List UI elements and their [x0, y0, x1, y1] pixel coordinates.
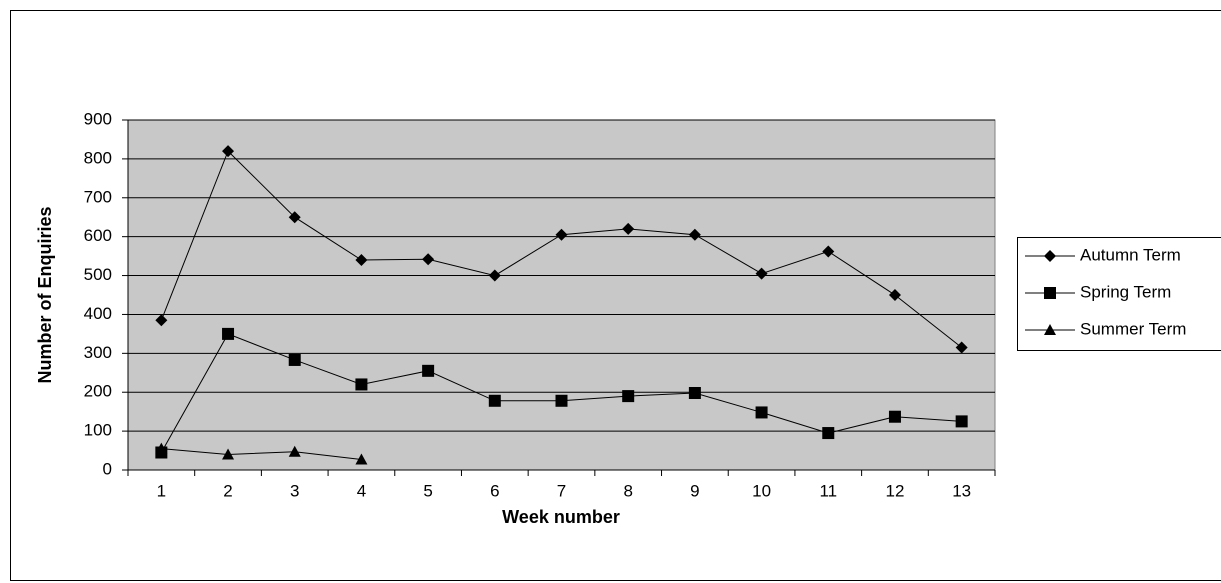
legend-label: Autumn Term	[1080, 245, 1181, 264]
y-tick-label: 900	[84, 109, 112, 128]
x-tick-label: 2	[223, 481, 232, 500]
marker-square	[488, 394, 501, 407]
plot-area	[127, 119, 996, 471]
marker-diamond	[155, 314, 168, 327]
y-tick-label: 400	[84, 304, 112, 323]
y-tick-label: 800	[84, 148, 112, 167]
x-tick-label: 4	[357, 481, 366, 500]
x-tick-label: 8	[623, 481, 632, 500]
marker-square	[755, 406, 768, 419]
y-tick-label: 300	[84, 343, 112, 362]
legend-label: Summer Term	[1080, 319, 1186, 338]
x-tick-label: 7	[557, 481, 566, 500]
marker-square	[822, 427, 835, 440]
marker-diamond	[288, 211, 301, 224]
legend-label: Spring Term	[1080, 282, 1171, 301]
x-tick-label: 5	[423, 481, 432, 500]
marker-diamond	[1044, 250, 1056, 262]
marker-diamond	[822, 245, 835, 258]
marker-square	[422, 364, 435, 377]
y-tick-label: 500	[84, 265, 112, 284]
y-tick-label: 200	[84, 382, 112, 401]
marker-square	[888, 410, 901, 423]
marker-square	[688, 387, 701, 399]
marker-triangle	[155, 442, 168, 454]
x-tick-label: 9	[690, 481, 699, 500]
x-axis-title: Week number	[502, 507, 620, 527]
marker-triangle	[222, 448, 235, 460]
marker-diamond	[622, 222, 635, 235]
x-tick-label: 10	[752, 481, 771, 500]
marker-diamond	[888, 289, 901, 301]
y-axis-title: Number of Enquiries	[35, 206, 55, 383]
x-tick-label: 6	[490, 481, 499, 500]
x-tick-label: 1	[157, 481, 166, 500]
marker-square	[288, 353, 301, 366]
marker-diamond	[488, 269, 501, 282]
y-tick-label: 0	[103, 459, 112, 478]
marker-square	[955, 415, 968, 428]
marker-diamond	[222, 145, 235, 158]
marker-diamond	[355, 254, 368, 266]
marker-square	[1044, 287, 1056, 299]
x-tick-label: 11	[819, 481, 837, 500]
marker-square	[222, 327, 235, 340]
marker-diamond	[955, 341, 968, 354]
marker-triangle	[1044, 324, 1056, 335]
marker-square	[355, 378, 368, 391]
marker-square	[555, 394, 568, 407]
y-tick-label: 100	[84, 421, 112, 440]
marker-triangle	[355, 453, 368, 465]
marker-square	[622, 390, 635, 403]
x-tick-label: 13	[952, 481, 971, 500]
marker-triangle	[288, 445, 301, 457]
marker-diamond	[688, 228, 701, 241]
marker-diamond	[755, 267, 768, 280]
x-tick-label: 3	[290, 481, 299, 500]
x-tick-label: 12	[886, 481, 905, 500]
marker-diamond	[422, 253, 435, 266]
y-tick-label: 600	[84, 226, 112, 245]
marker-diamond	[555, 228, 568, 241]
y-tick-label: 700	[84, 187, 112, 206]
series-line	[161, 448, 362, 460]
